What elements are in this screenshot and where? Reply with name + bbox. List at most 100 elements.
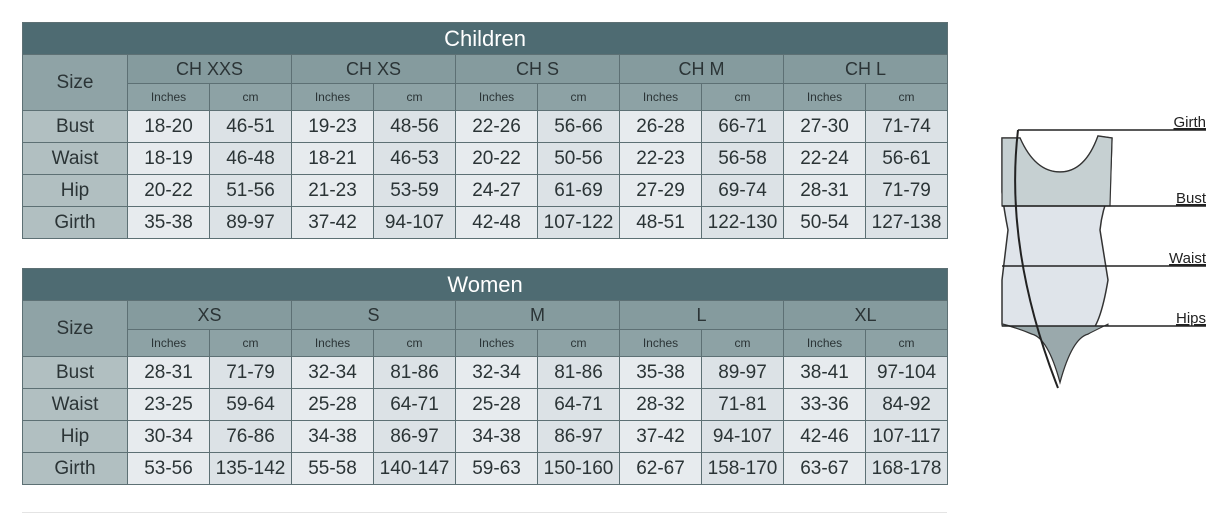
measure-row: Waist 23-25 59-64 25-28 64-71 25-28 64-71 28-32… — [22, 388, 949, 421]
value-cell: 53-59 — [373, 174, 456, 207]
value-cell: 150-160 — [537, 452, 620, 485]
unit-label: cm — [209, 83, 292, 111]
value-cell: 27-30 — [783, 110, 866, 143]
value-cell: 22-23 — [619, 142, 702, 175]
measure-row: Bust 18-20 46-51 19-23 48-56 22-26 56-66 26-28 6… — [22, 110, 949, 143]
unit-label: Inches — [783, 83, 866, 111]
value-cell: 26-28 — [619, 110, 702, 143]
title-row: Women — [21, 268, 949, 301]
diagram-label: Hips — [1176, 310, 1206, 327]
value-cell: 55-58 — [291, 452, 374, 485]
value-cell: 37-42 — [291, 206, 374, 239]
value-cell: 107-117 — [864, 420, 949, 453]
value-cell: 34-38 — [455, 420, 538, 453]
value-cell: 64-71 — [537, 388, 620, 421]
value-cell: 66-71 — [701, 110, 784, 143]
measure-row: Bust 28-31 71-79 32-34 81-86 32-34 81-86 35-38 8… — [22, 356, 949, 389]
value-cell: 51-56 — [209, 174, 292, 207]
row-label: Bust — [22, 356, 128, 389]
size-name: S — [291, 300, 456, 330]
value-cell: 42-48 — [455, 206, 538, 239]
value-cell: 24-27 — [455, 174, 538, 207]
size-name: CH S — [455, 54, 620, 84]
value-cell: 122-130 — [701, 206, 784, 239]
value-cell: 81-86 — [537, 356, 620, 389]
value-cell: 71-81 — [701, 388, 784, 421]
size-name: CH L — [782, 54, 949, 84]
unit-label: cm — [537, 83, 620, 111]
value-cell: 127-138 — [864, 206, 949, 239]
value-cell: 18-19 — [127, 142, 210, 175]
size-name: CH XXS — [127, 54, 292, 84]
value-cell: 33-36 — [783, 388, 866, 421]
value-cell: 18-20 — [127, 110, 210, 143]
value-cell: 25-28 — [455, 388, 538, 421]
value-cell: 71-79 — [209, 356, 292, 389]
leotard-bottom — [1001, 323, 1109, 384]
girth-line — [1014, 129, 1059, 389]
value-cell: 89-97 — [701, 356, 784, 389]
value-cell: 50-54 — [783, 206, 866, 239]
value-cell: 59-63 — [455, 452, 538, 485]
unit-label: Inches — [455, 83, 538, 111]
unit-label: Inches — [619, 83, 702, 111]
value-cell: 56-66 — [537, 110, 620, 143]
leotard-top — [1001, 135, 1113, 207]
diagram-label: Girth — [1173, 114, 1206, 131]
value-cell: 76-86 — [209, 420, 292, 453]
unit-label: cm — [701, 83, 784, 111]
size-label: Size — [22, 300, 128, 357]
value-cell: 48-51 — [619, 206, 702, 239]
unit-label: Inches — [783, 329, 866, 357]
value-cell: 94-107 — [373, 206, 456, 239]
value-cell: 32-34 — [291, 356, 374, 389]
value-cell: 42-46 — [783, 420, 866, 453]
size-name: XL — [782, 300, 949, 330]
value-cell: 35-38 — [127, 206, 210, 239]
value-cell: 18-21 — [291, 142, 374, 175]
size-name: CH M — [619, 54, 784, 84]
value-cell: 59-64 — [209, 388, 292, 421]
size-table: Children Size CH XXS CH XS CH S CH M CH L Inche… — [21, 22, 949, 239]
divider — [22, 512, 947, 513]
value-cell: 20-22 — [455, 142, 538, 175]
value-cell: 19-23 — [291, 110, 374, 143]
value-cell: 56-61 — [864, 142, 949, 175]
table-title: Children — [21, 22, 949, 55]
measure-row: Hip 20-22 51-56 21-23 53-59 24-27 61-69 27-29 69… — [22, 174, 949, 207]
value-cell: 69-74 — [701, 174, 784, 207]
value-cell: 140-147 — [373, 452, 456, 485]
value-cell: 22-24 — [783, 142, 866, 175]
title-row: Children — [21, 22, 949, 55]
row-label: Bust — [22, 110, 128, 143]
unit-row: Inches cm Inches cm Inches cm Inches cm Inches cm — [23, 329, 949, 357]
value-cell: 135-142 — [209, 452, 292, 485]
unit-label: Inches — [291, 329, 374, 357]
leotard-diagram: Girth Bust Waist Hips — [1001, 114, 1207, 389]
value-cell: 34-38 — [291, 420, 374, 453]
value-cell: 86-97 — [537, 420, 620, 453]
unit-label: Inches — [291, 83, 374, 111]
value-cell: 32-34 — [455, 356, 538, 389]
unit-label: cm — [701, 329, 784, 357]
value-cell: 56-58 — [701, 142, 784, 175]
value-cell: 71-79 — [864, 174, 949, 207]
diagram-label: Waist — [1169, 250, 1207, 267]
row-label: Waist — [22, 388, 128, 421]
value-cell: 71-74 — [864, 110, 949, 143]
value-cell: 30-34 — [127, 420, 210, 453]
measure-row: Girth 53-56 135-142 55-58 140-147 59-63 150-16… — [22, 452, 949, 485]
value-cell: 94-107 — [701, 420, 784, 453]
unit-label: cm — [864, 329, 949, 357]
value-cell: 50-56 — [537, 142, 620, 175]
value-cell: 97-104 — [864, 356, 949, 389]
value-cell: 63-67 — [783, 452, 866, 485]
unit-label: cm — [373, 83, 456, 111]
size-name: L — [619, 300, 784, 330]
row-label: Girth — [22, 206, 128, 239]
measure-row: Girth 35-38 89-97 37-42 94-107 42-48 107-122 48… — [22, 206, 949, 239]
table-title: Women — [21, 268, 949, 301]
row-label: Hip — [22, 420, 128, 453]
value-cell: 37-42 — [619, 420, 702, 453]
